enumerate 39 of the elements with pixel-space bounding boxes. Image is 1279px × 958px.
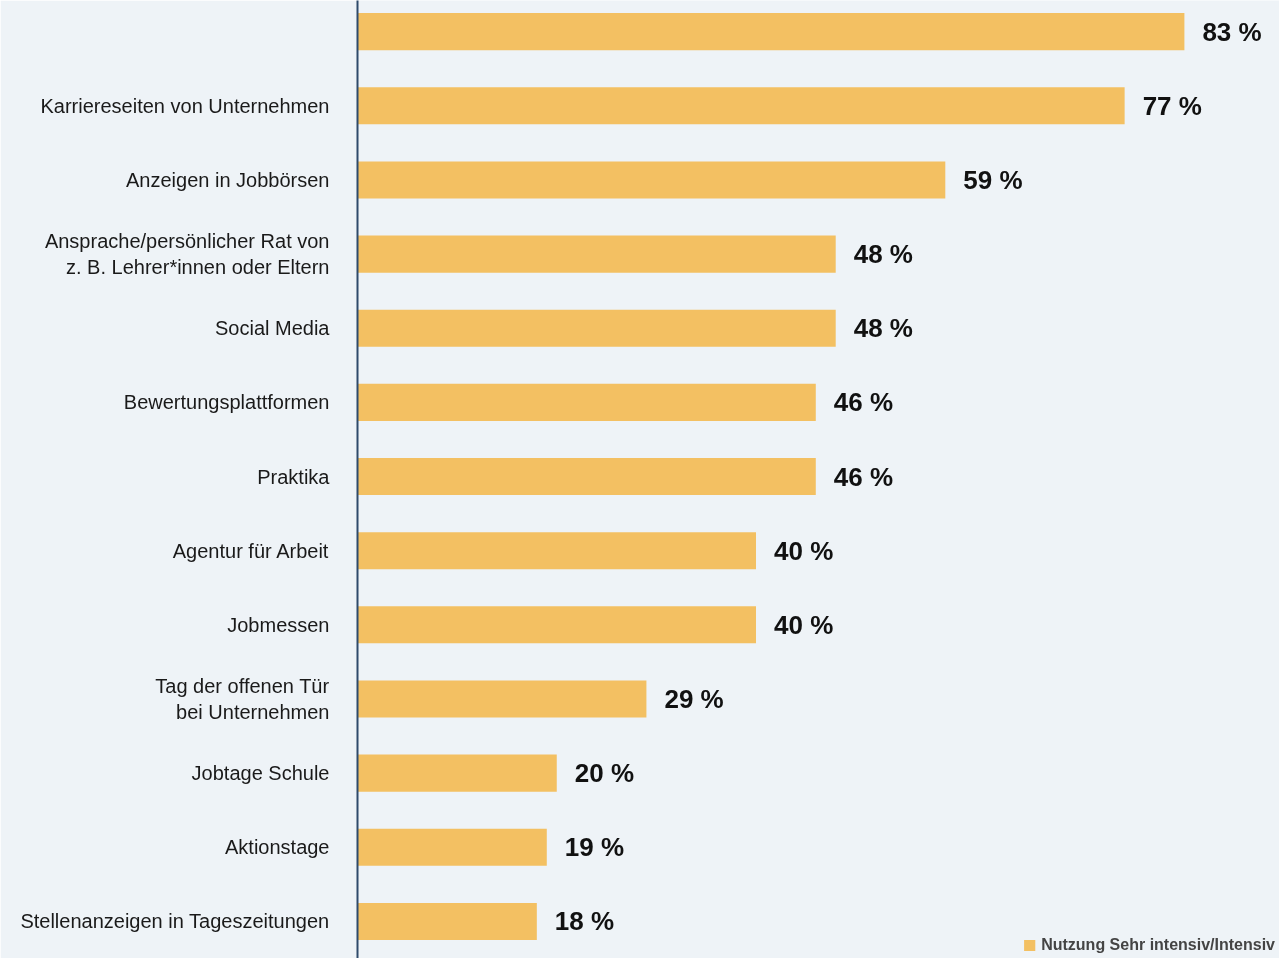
bar [357,161,946,199]
y-tick-label: Tag der offenen Tür bei Unternehmen [155,674,330,724]
legend-label: Nutzung Sehr intensiv/Intensiv [1041,936,1275,954]
data-label: 59 % [963,164,1023,195]
bar [357,235,836,273]
bar [357,383,816,421]
bar [357,458,816,496]
data-label: 48 % [853,313,913,344]
y-tick-label: Agentur für Arbeit [172,539,329,562]
y-tick-label: Aktionstage [224,836,330,859]
data-label: 46 % [833,461,894,492]
y-tick-label: Praktika [257,465,331,488]
y-tick-label: Social Media [215,317,331,340]
data-label: 19 % [564,832,625,863]
data-label: 29 % [664,683,724,714]
bar [357,309,836,347]
bar [357,532,757,570]
bar [357,828,547,866]
data-label: 77 % [1142,90,1202,121]
y-tick-label: Ansprache/persönlicher Rat von z. B. Lehrer*innen oder Eltern [44,229,330,279]
y-tick-label: Bewertungsplattformen [123,391,330,414]
y-tick-label: Anzeigen in Jobbörsen [126,168,330,191]
y-tick-label: Stellenanzeigen in Tageszeitungen [20,910,330,933]
bar [357,606,757,644]
data-label: 40 % [774,535,834,566]
bar [357,680,647,718]
bar [357,13,1185,51]
y-tick-label: Jobmessen [227,613,330,636]
data-label: 40 % [774,609,834,640]
data-label: 48 % [853,239,913,270]
y-tick-label: Jobtage Schule [191,762,330,785]
bar [357,902,537,940]
data-label: 20 % [574,758,635,789]
y-tick-label: Karriereseiten von Unternehmen [40,94,330,117]
data-label: 46 % [833,387,894,418]
bar [357,754,557,792]
bar [357,87,1125,125]
data-label: 83 % [1202,16,1262,47]
data-label: 18 % [554,906,615,937]
